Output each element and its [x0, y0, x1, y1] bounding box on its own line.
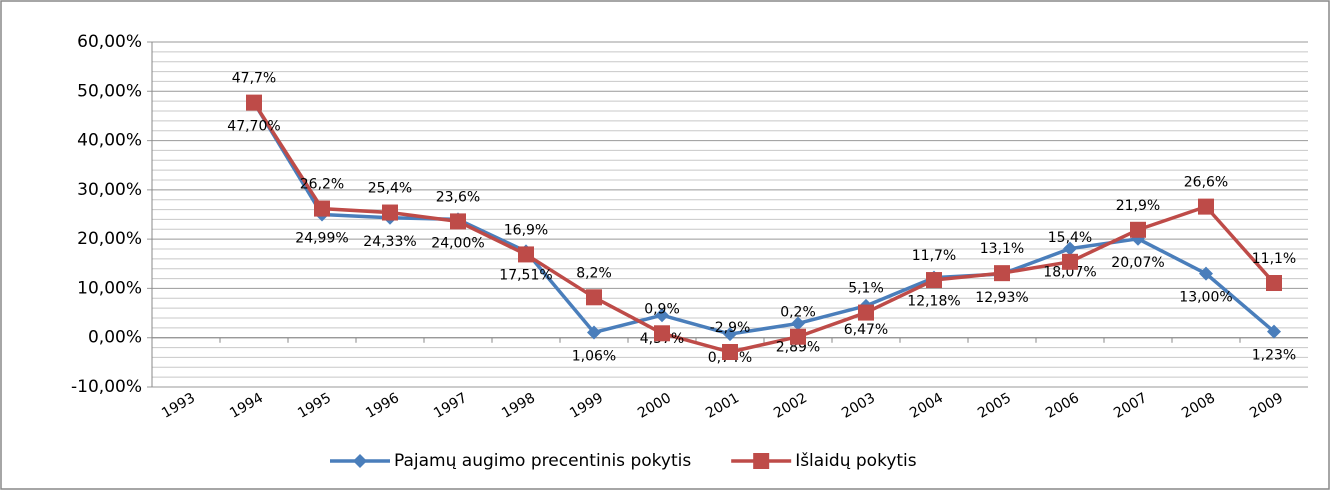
marker [1130, 221, 1146, 238]
data-label: 1,23% [1252, 348, 1296, 364]
data-label: 13,00% [1179, 290, 1232, 306]
data-label: 1,06% [572, 348, 616, 364]
data-label: 24,00% [431, 235, 484, 251]
data-label: 11,7% [912, 248, 956, 264]
marker [1266, 275, 1282, 292]
marker [654, 325, 670, 342]
series-line [252, 101, 1276, 354]
data-label: 0,2% [780, 305, 816, 321]
marker [382, 204, 398, 221]
data-label: 24,99% [295, 231, 348, 247]
y-tick-label: 20,00% [77, 229, 142, 249]
marker [791, 316, 805, 331]
marker [753, 453, 770, 469]
y-tick-label: 0,00% [88, 328, 142, 348]
data-label: 25,4% [368, 181, 412, 197]
marker [587, 325, 601, 340]
marker [858, 304, 874, 321]
marker [246, 94, 262, 111]
data-label: 21,9% [1116, 198, 1160, 214]
legend-label: Išlaidų pokytis [795, 451, 917, 471]
marker [926, 272, 942, 289]
data-label: 0,9% [644, 301, 680, 317]
data-label: 17,51% [499, 267, 552, 283]
marker [450, 213, 466, 230]
data-label: 26,2% [300, 177, 344, 193]
y-tick-label: 30,00% [77, 180, 142, 200]
marker [314, 200, 330, 217]
data-label: 8,2% [576, 265, 612, 281]
y-tick-label: -10,00% [71, 377, 142, 397]
y-tick-label: 50,00% [77, 81, 142, 101]
data-label: 15,4% [1048, 230, 1092, 246]
data-label: 18,07% [1043, 265, 1096, 281]
marker [722, 344, 738, 361]
marker [353, 454, 367, 468]
data-label: 2,89% [776, 339, 820, 355]
y-tick-label: 10,00% [77, 278, 142, 298]
marker [994, 265, 1010, 282]
data-label: 16,9% [504, 222, 548, 238]
data-label: 6,47% [844, 322, 888, 338]
y-tick-label: 40,00% [77, 131, 142, 151]
data-label: 12,18% [907, 294, 960, 310]
data-label: 11,1% [1252, 251, 1296, 267]
marker [518, 246, 534, 263]
data-label: 5,1% [848, 281, 884, 297]
data-label: 20,07% [1111, 255, 1164, 271]
data-label: 26,6% [1184, 175, 1228, 191]
data-label: 47,7% [232, 71, 276, 87]
data-label: 23,6% [436, 189, 480, 205]
data-label: 12,93% [975, 290, 1028, 306]
marker [1198, 198, 1214, 215]
marker [586, 289, 602, 306]
marker [723, 327, 737, 342]
data-label: 47,70% [227, 119, 280, 135]
marker [1062, 253, 1078, 270]
marker [1063, 241, 1077, 256]
y-tick-label: 60,00% [77, 32, 142, 52]
marker [655, 308, 669, 323]
marker [1199, 266, 1213, 281]
data-label: -2,9% [710, 320, 751, 336]
legend-label: Pajamų augimo precentinis pokytis [394, 451, 691, 471]
data-label: 13,1% [980, 241, 1024, 257]
data-label: 24,33% [363, 234, 416, 250]
marker [790, 328, 806, 345]
marker [1267, 324, 1281, 339]
